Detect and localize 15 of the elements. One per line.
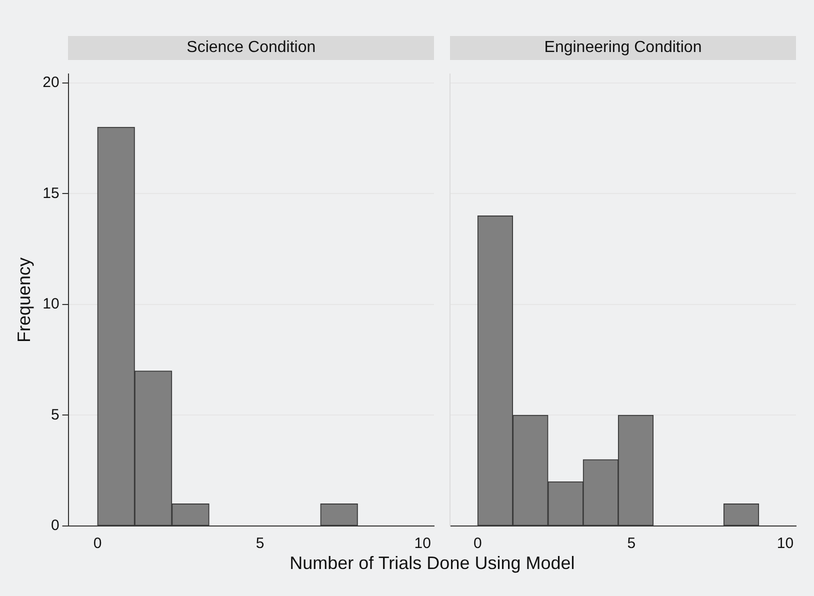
x-tick-label: 5 <box>627 535 636 552</box>
y-tick-label: 15 <box>42 184 60 202</box>
y-axis-title: Frequency <box>14 257 34 343</box>
x-tick-label: 0 <box>474 535 482 552</box>
y-tick-label: 5 <box>50 406 60 424</box>
x-tick-label: 10 <box>414 535 431 552</box>
y-tick-label: 0 <box>50 517 60 534</box>
x-tick-label: 5 <box>256 535 264 552</box>
chart-title: Science Condition <box>68 36 434 60</box>
x-axis-title: Number of Trials Done Using Model <box>290 553 575 574</box>
y-tick-label: 20 <box>42 74 60 92</box>
chart-title: Engineering Condition <box>450 36 796 60</box>
x-tick-label: 10 <box>776 535 794 552</box>
x-tick-label: 0 <box>93 535 102 552</box>
y-tick-label: 10 <box>42 296 60 313</box>
